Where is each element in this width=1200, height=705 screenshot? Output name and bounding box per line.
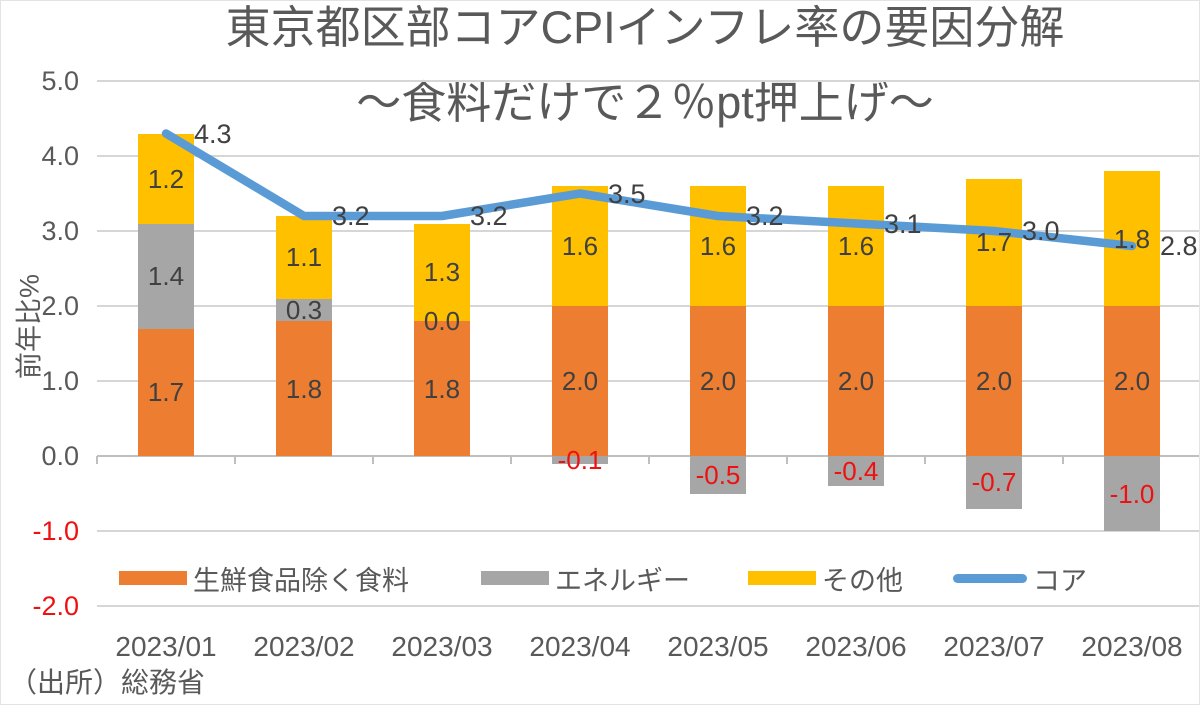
y-tick-label: -2.0 [32,591,79,621]
bar-segment [552,306,608,456]
chart-title: 東京都区部コアCPIインフレ率の要因分解 [225,2,1065,53]
bar-data-label: 1.8 [285,373,323,404]
bar-data-label: 1.8 [1113,223,1151,254]
gridline [97,530,1199,532]
bar-data-label: 2.0 [561,366,599,396]
axis-tick [924,456,926,464]
bar-data-label: 1.1 [285,242,323,273]
legend-label: その他 [822,565,903,596]
x-axis-label: 2023/03 [391,631,493,662]
source-note: （出所）総務省 [9,667,206,698]
line-data-label: 3.2 [332,201,370,231]
x-axis-label: 2023/02 [253,631,355,662]
line-data-label: 2.8 [1160,231,1198,261]
legend-label: エネルギー [555,565,690,596]
axis-tick [1062,456,1064,464]
legend-item-1: 生鮮食品除く食料 [119,563,409,596]
bar-segment [690,306,746,456]
gridline [97,80,1199,82]
legend-color-swatch [748,571,816,585]
bar-data-label: 1.2 [147,163,185,194]
legend-label: 生鮮食品除く食料 [193,565,409,596]
y-tick-label: 3.0 [41,216,79,246]
line-data-label: 3.5 [608,178,646,209]
bar-segment [1104,456,1160,531]
bar-data-label: 2.0 [837,366,875,396]
bar-data-label: 2.0 [699,366,737,396]
bar-data-label: -0.7 [971,467,1017,498]
x-axis-label: 2023/05 [667,631,769,662]
bar-data-label: 2.0 [975,366,1013,396]
bar-segment [828,456,884,486]
bar-data-label: 1.4 [147,261,185,291]
axis-tick [648,456,650,464]
line-data-label: 3.1 [884,208,922,239]
bar-segment [966,306,1022,456]
bar-segment [966,456,1022,509]
axis-tick [96,456,98,464]
bar-data-label: -0.4 [833,456,879,486]
x-axis-label: 2023/01 [115,631,217,662]
line-data-label: 4.3 [194,118,232,149]
bar-segment [276,321,332,456]
legend-item-2: エネルギー [481,563,690,596]
chart-subtitle: ～食料だけで２％pt押上げ～ [356,77,934,128]
x-axis-label: 2023/06 [805,631,907,662]
bar-segment [138,328,194,456]
y-tick-label: -1.0 [32,516,79,546]
y-tick-label: 0.0 [41,441,79,471]
bar-data-label: 2.0 [1113,366,1151,396]
y-tick-label: 2.0 [41,291,79,321]
x-axis-label: 2023/04 [529,631,631,662]
y-tick-label: 5.0 [41,66,79,96]
bar-data-label: 0.3 [285,294,323,325]
bar-segment [828,306,884,456]
bar-data-label: 1.8 [423,373,461,404]
line-data-label: 3.2 [470,201,508,231]
axis-tick [372,456,374,464]
bar-segment [690,456,746,494]
legend-item-3: その他 [748,563,903,596]
legend-item-4: コア [953,563,1087,596]
bar-data-label: 1.6 [699,231,737,261]
legend-color-swatch [119,571,187,585]
gridline [97,155,1199,157]
bar-data-label: -0.1 [557,444,603,475]
axis-tick [510,456,512,464]
gridline [97,605,1199,607]
x-axis-label: 2023/08 [1081,631,1183,662]
x-axis-label: 2023/07 [943,631,1045,662]
bar-data-label: 1.3 [423,257,461,288]
bar-data-label: 1.7 [975,227,1013,258]
bar-segment [552,456,608,464]
axis-tick [786,456,788,464]
bar-data-label: 0.0 [423,306,461,336]
y-tick-label: 4.0 [41,141,79,171]
gridline [97,305,1199,307]
legend-line-swatch [953,573,1027,583]
line-data-label: 3.2 [746,201,784,231]
bar-data-label: 1.7 [147,377,185,408]
line-data-label: 3.0 [1022,216,1060,246]
axis-tick [234,456,236,464]
bar-data-label: 1.6 [561,231,599,261]
bar-segment [1104,306,1160,456]
bar-data-label: -0.5 [695,459,741,490]
bar-data-label: -1.0 [1109,478,1155,509]
legend-color-swatch [481,571,549,585]
bar-segment [414,321,470,456]
y-tick-label: 1.0 [41,366,79,396]
bar-data-label: 1.6 [837,231,875,261]
legend-label: コア [1033,565,1087,596]
gridline [97,380,1199,382]
bar-segment [276,298,332,321]
